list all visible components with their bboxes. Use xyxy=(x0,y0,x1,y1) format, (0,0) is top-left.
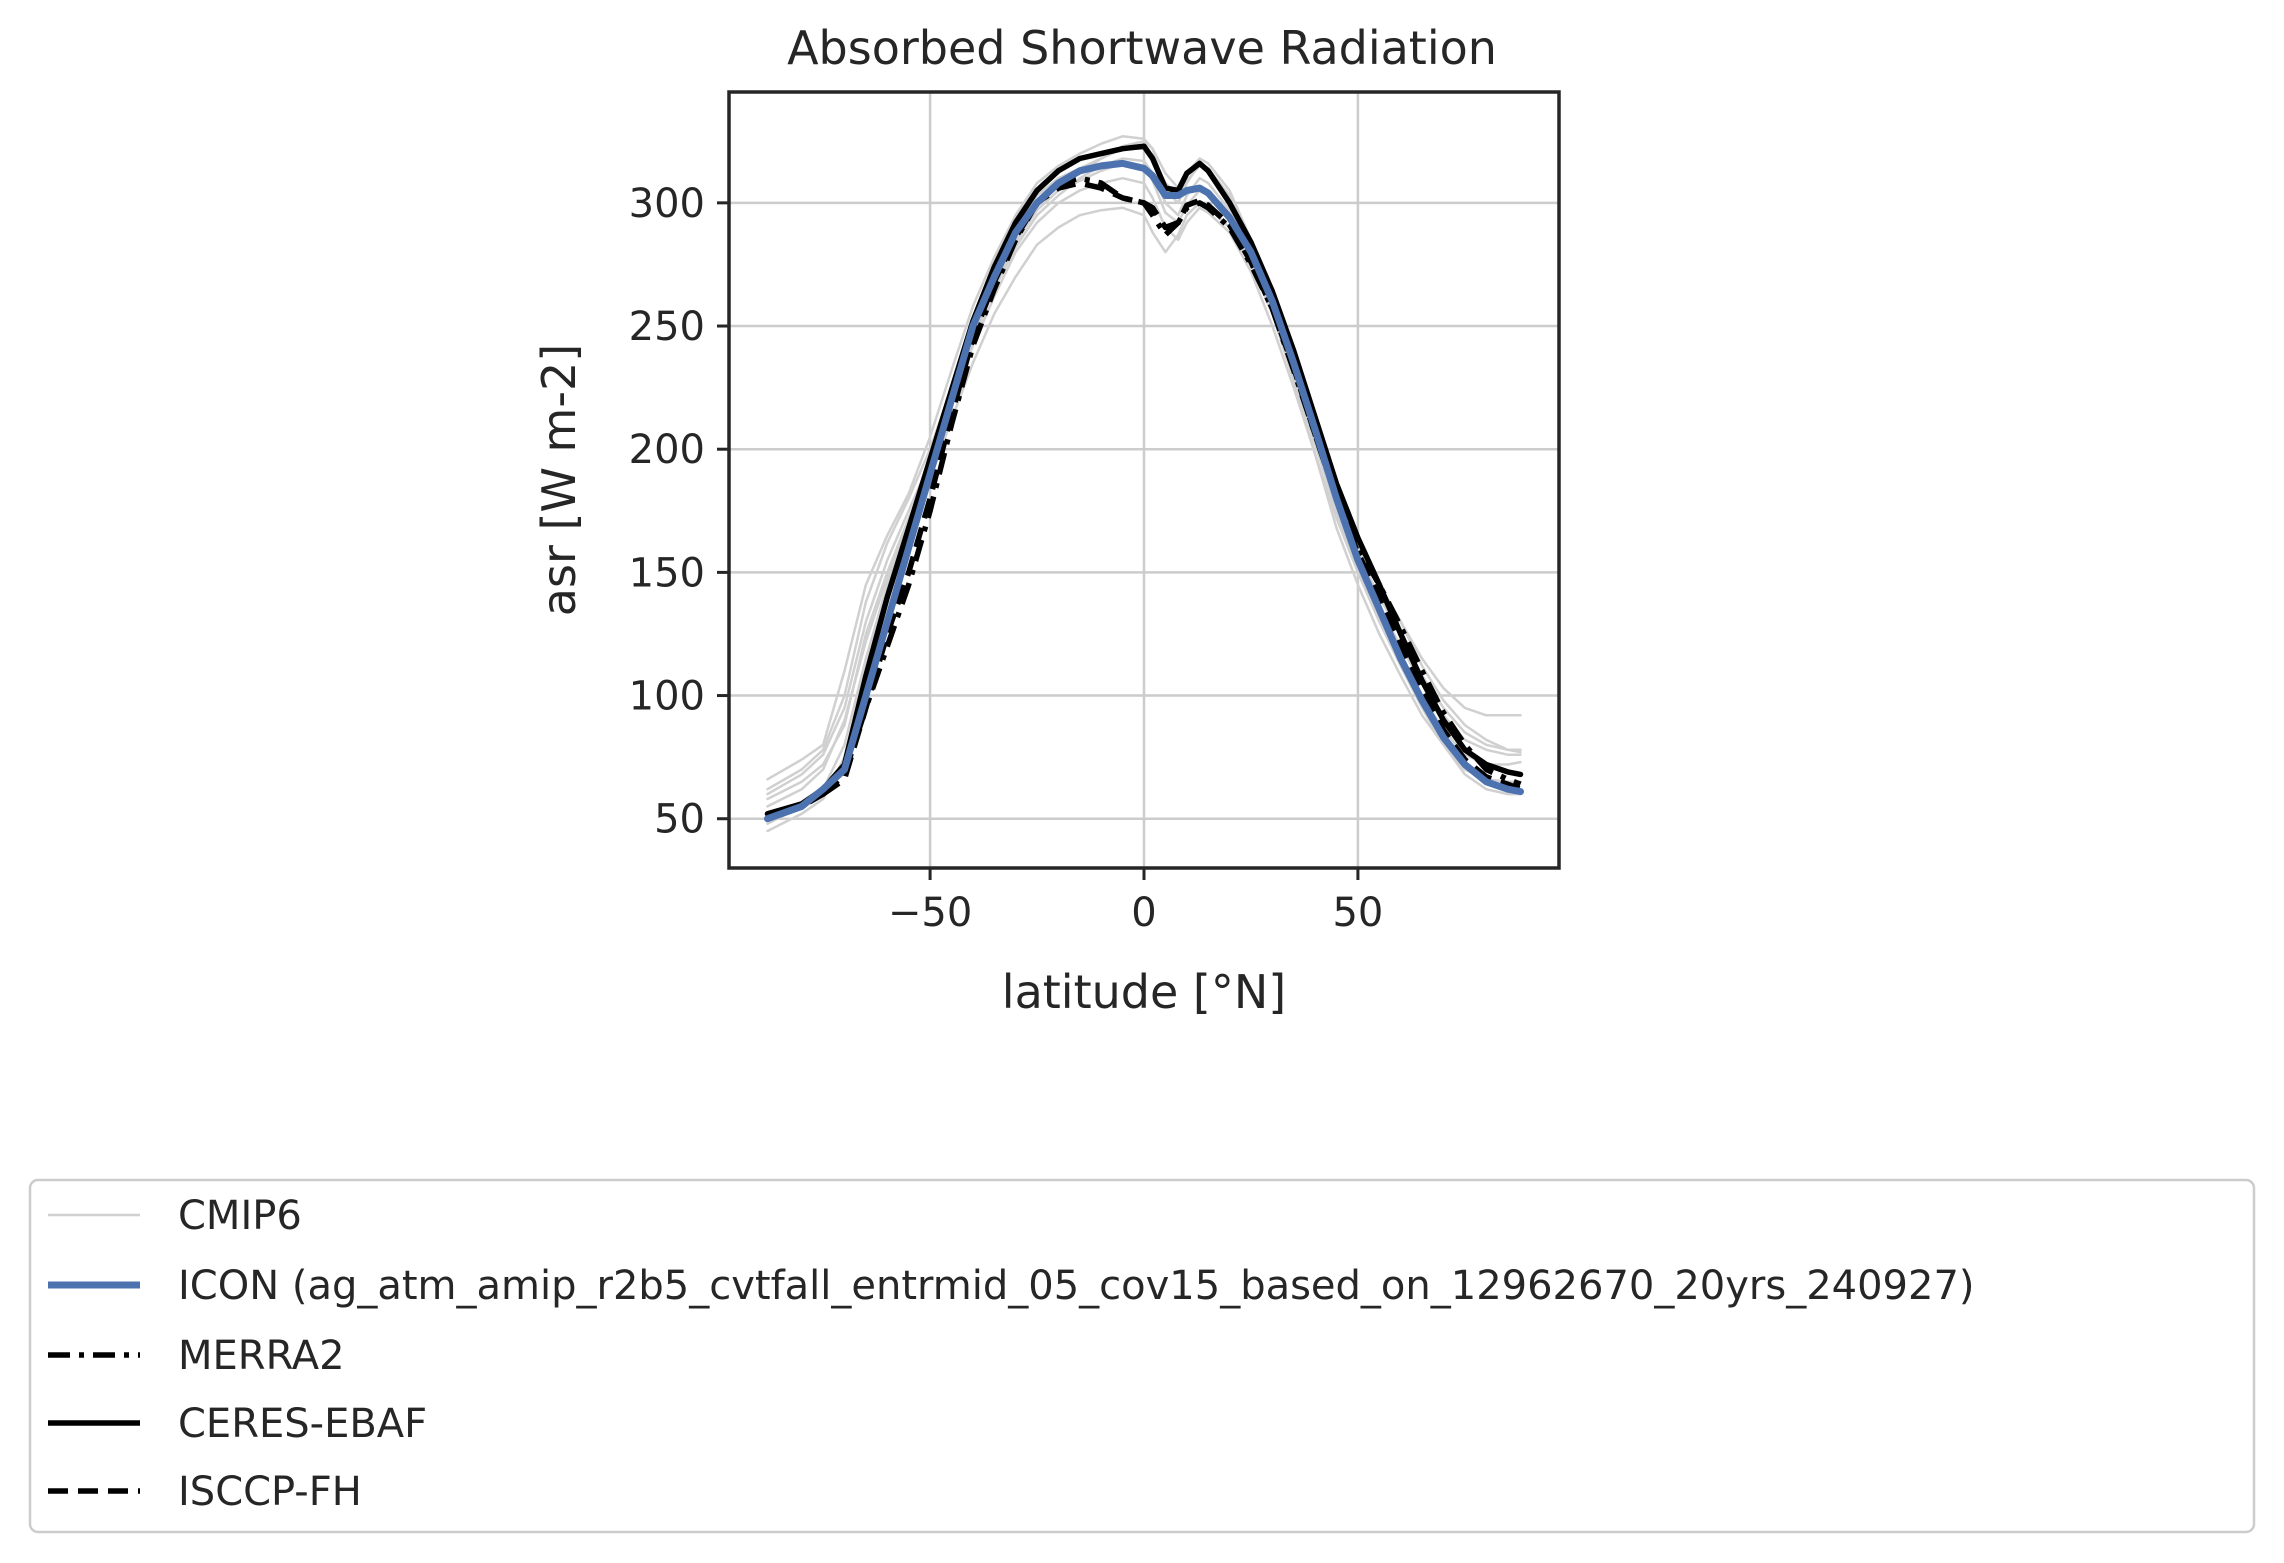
legend-label: ISCCP-FH xyxy=(178,1469,362,1515)
y-tick-label: 50 xyxy=(654,797,705,843)
legend-label: ICON (ag_atm_amip_r2b5_cvtfall_entrmid_0… xyxy=(178,1263,1975,1309)
x-axis-label: latitude [°N] xyxy=(1002,965,1286,1019)
legend-label: CERES-EBAF xyxy=(178,1401,427,1447)
x-axis-ticks: −50 0 50 xyxy=(888,868,1383,936)
main-lines xyxy=(764,143,1524,823)
x-tick-label: 50 xyxy=(1332,890,1383,936)
series-line-icon xyxy=(764,159,1524,823)
y-axis-ticks: 50 100 150 200 250 300 xyxy=(629,181,729,843)
legend-box xyxy=(28,1178,2256,1534)
x-tick-label: 0 xyxy=(1131,890,1156,936)
legend-label: CMIP6 xyxy=(178,1193,302,1239)
series-line-ceres-ebaf xyxy=(764,143,1524,817)
legend-label: MERRA2 xyxy=(178,1333,345,1379)
y-tick-label: 100 xyxy=(629,674,705,720)
y-tick-label: 300 xyxy=(629,181,705,227)
x-tick-label: −50 xyxy=(888,890,972,936)
y-tick-label: 250 xyxy=(629,304,705,350)
y-tick-label: 150 xyxy=(629,550,705,596)
y-tick-label: 200 xyxy=(629,427,705,473)
y-axis-label: asr [W m-2] xyxy=(532,344,586,616)
series-line-isccp-fh xyxy=(766,180,1522,822)
legend: CMIP6 ICON (ag_atm_amip_r2b5_cvtfall_entr… xyxy=(28,1178,2256,1534)
cmip6-series-line xyxy=(766,135,1522,796)
chart-title: Absorbed Shortwave Radiation xyxy=(787,21,1497,75)
grid xyxy=(729,92,1559,868)
